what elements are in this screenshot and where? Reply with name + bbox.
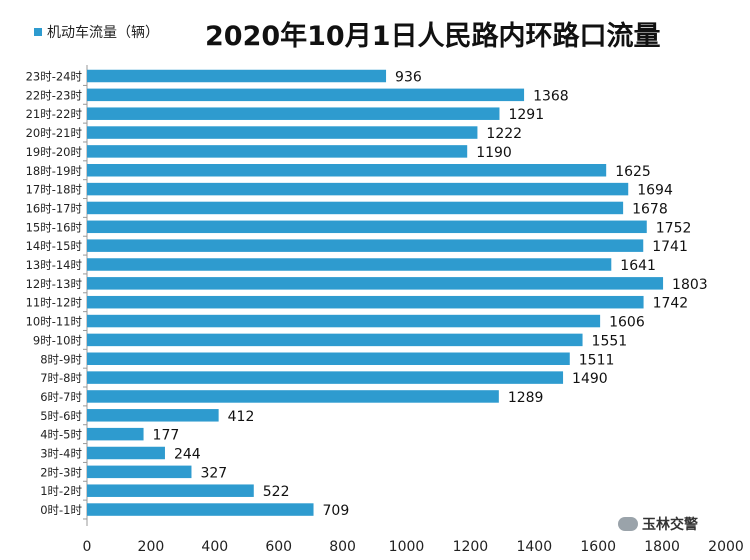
- bar: [87, 69, 387, 83]
- data-label: 1694: [637, 183, 673, 199]
- x-tick-label: 800: [329, 539, 356, 555]
- x-tick-label: 2000: [708, 539, 744, 555]
- y-tick-label: 19时-20时: [26, 145, 83, 159]
- data-label: 1511: [579, 352, 615, 368]
- legend-swatch: [34, 28, 42, 36]
- x-tick-label: 1400: [516, 539, 552, 555]
- y-tick-label: 13时-14时: [26, 258, 83, 272]
- watermark-text: 玉林交警: [642, 517, 698, 533]
- bar: [87, 201, 624, 215]
- bar: [87, 409, 219, 422]
- watermark: 玉林交警: [618, 514, 698, 534]
- bar: [87, 164, 607, 177]
- bar: [87, 427, 144, 441]
- data-label: 1625: [615, 164, 651, 180]
- y-tick-label: 4时-5时: [40, 428, 82, 442]
- bar: [87, 295, 644, 309]
- data-label: 1368: [533, 88, 569, 104]
- y-tick-label: 6时-7时: [40, 390, 82, 404]
- y-tick-label: 12时-13时: [26, 277, 83, 291]
- bar: [87, 277, 664, 290]
- bar: [87, 182, 629, 196]
- bar: [87, 333, 583, 347]
- y-tick-label: 11时-12时: [26, 296, 83, 310]
- wechat-logo-icon: [618, 517, 638, 531]
- x-tick-label: 0: [83, 539, 92, 555]
- y-tick-label: 23时-24时: [26, 70, 83, 84]
- y-tick-label: 21时-22时: [26, 107, 83, 121]
- data-label: 327: [200, 465, 227, 481]
- y-tick-label: 5时-6时: [40, 409, 82, 423]
- bar: [87, 503, 314, 516]
- data-label: 1190: [476, 145, 512, 161]
- y-tick-label: 3时-4时: [40, 447, 82, 461]
- y-tick-label: 1时-2时: [40, 484, 82, 498]
- data-label: 1606: [609, 315, 645, 331]
- y-tick-label: 0时-1时: [40, 503, 82, 517]
- data-label: 936: [395, 70, 422, 86]
- bar: [87, 107, 500, 120]
- bar: [87, 371, 564, 384]
- x-tick-label: 200: [138, 539, 165, 555]
- y-tick-label: 14时-15时: [26, 239, 83, 253]
- y-tick-label: 16时-17时: [26, 201, 83, 215]
- y-tick-label: 9时-10时: [33, 333, 83, 347]
- bar: [87, 446, 165, 460]
- y-tick-label: 20时-21时: [26, 126, 83, 140]
- data-label: 709: [323, 503, 350, 519]
- data-label: 1222: [486, 126, 522, 142]
- y-tick-label: 2时-3时: [40, 465, 82, 479]
- x-tick-label: 600: [265, 539, 292, 555]
- x-tick-label: 1800: [644, 539, 680, 555]
- chart-legend: 机动车流量（辆）: [34, 22, 159, 42]
- x-tick-label: 1000: [389, 539, 425, 555]
- y-tick-label: 15时-16时: [26, 220, 83, 234]
- chart-title: 2020年10月1日人民路内环路口流量: [205, 21, 661, 52]
- bar: [87, 390, 499, 403]
- x-tick-label: 1200: [453, 539, 489, 555]
- data-label: 1291: [508, 107, 544, 123]
- x-tick-label: 1600: [580, 539, 616, 555]
- y-tick-label: 7时-8时: [40, 371, 82, 385]
- bar: [87, 88, 525, 102]
- data-label: 412: [228, 409, 255, 425]
- y-tick-label: 8时-9时: [40, 352, 82, 366]
- data-label: 1641: [620, 258, 656, 274]
- data-label: 1678: [632, 201, 668, 217]
- bar: [87, 126, 478, 139]
- bar: [87, 239, 644, 252]
- y-tick-label: 17时-18时: [26, 183, 83, 197]
- bar: [87, 220, 647, 234]
- bar: [87, 145, 468, 158]
- bar: [87, 465, 192, 479]
- y-tick-label: 18时-19时: [26, 164, 83, 178]
- bar: [87, 314, 601, 328]
- x-tick-label: 400: [201, 539, 228, 555]
- data-label: 1803: [672, 277, 708, 293]
- data-label: 1551: [592, 333, 628, 349]
- y-tick-label: 22时-23时: [26, 88, 83, 102]
- data-label: 1741: [652, 239, 688, 255]
- legend-label: 机动车流量（辆）: [47, 25, 159, 41]
- data-label: 522: [263, 484, 290, 500]
- data-label: 1742: [653, 296, 689, 312]
- y-tick-label: 10时-11时: [26, 315, 83, 329]
- data-label: 1752: [656, 220, 692, 236]
- data-label: 1490: [572, 371, 608, 387]
- data-label: 1289: [508, 390, 544, 406]
- bar: [87, 484, 254, 497]
- bar: [87, 352, 570, 365]
- bar: [87, 258, 612, 271]
- data-label: 244: [174, 447, 201, 463]
- data-label: 177: [153, 428, 180, 444]
